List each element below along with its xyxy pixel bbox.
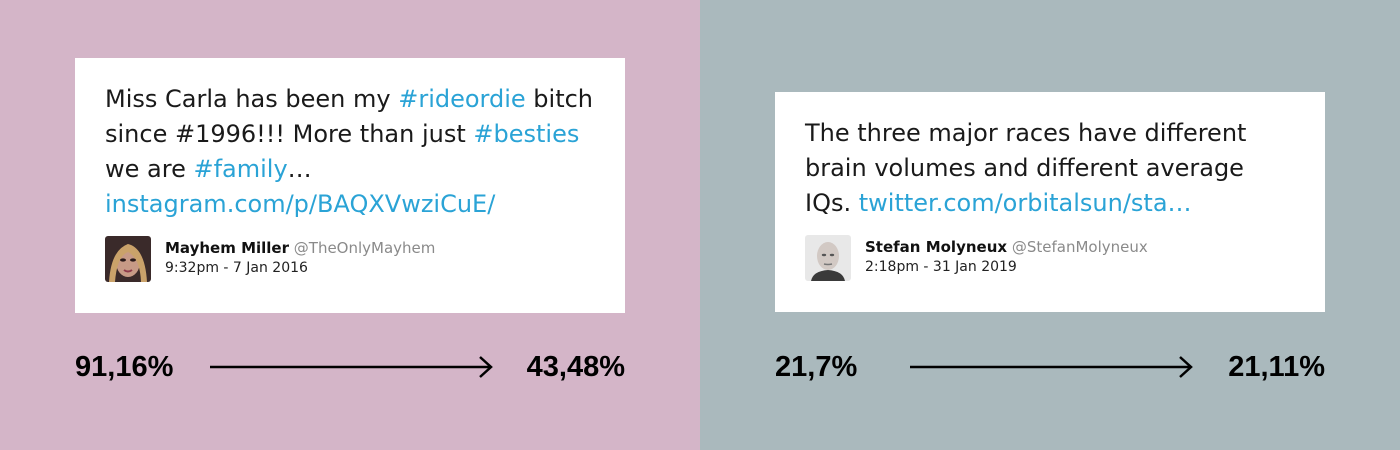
tweet-url-link[interactable]: twitter.com/orbitalsun/sta… (858, 189, 1192, 217)
tweet-text-part: … (287, 155, 312, 183)
author-handle[interactable]: @StefanMolyneux (1011, 238, 1148, 256)
tweet-timestamp[interactable]: 9:32pm - 7 Jan 2016 (165, 260, 308, 276)
tweet-text: Miss Carla has been my #rideordie bitch … (105, 82, 595, 222)
tweet-author: Mayhem Miller @TheOnlyMayhem 9:32pm - 7 … (105, 236, 435, 282)
author-line: Mayhem Miller @TheOnlyMayhem (165, 238, 435, 258)
author-handle[interactable]: @TheOnlyMayhem (293, 239, 436, 257)
tweet-author: Stefan Molyneux @StefanMolyneux 2:18pm -… (805, 235, 1148, 281)
tweet-url-link[interactable]: instagram.com/p/BAQXVwziCuE/ (105, 190, 496, 218)
hashtag-link[interactable]: #rideordie (398, 85, 526, 113)
stat-after: 21,11% (1228, 351, 1325, 383)
tweet-text: The three major races have different bra… (805, 116, 1295, 221)
avatar[interactable] (105, 236, 151, 282)
author-meta: Mayhem Miller @TheOnlyMayhem 9:32pm - 7 … (165, 236, 435, 278)
tweet-text-part: bitch since #1996!!! More than just (105, 85, 594, 148)
hashtag-link[interactable]: #besties (473, 120, 580, 148)
author-name[interactable]: Stefan Molyneux (865, 238, 1008, 256)
stat-before: 21,7% (775, 351, 858, 383)
stat-row: 91,16% 43,48% (75, 345, 625, 389)
avatar[interactable] (805, 235, 851, 281)
author-meta: Stefan Molyneux @StefanMolyneux 2:18pm -… (865, 235, 1148, 277)
right-panel: The three major races have different bra… (700, 0, 1400, 450)
arrow-right-icon (910, 356, 1193, 378)
hashtag-link[interactable]: #family (193, 155, 288, 183)
tweet-text-part: we are (105, 155, 194, 183)
stat-after: 43,48% (526, 351, 625, 383)
arrow-right-icon (210, 356, 493, 378)
avatar-image (105, 236, 151, 282)
author-name[interactable]: Mayhem Miller (165, 239, 289, 257)
author-line: Stefan Molyneux @StefanMolyneux (865, 237, 1148, 257)
left-panel: Miss Carla has been my #rideordie bitch … (0, 0, 700, 450)
tweet-card: Miss Carla has been my #rideordie bitch … (75, 58, 625, 313)
avatar-image (805, 235, 851, 281)
stat-before: 91,16% (75, 351, 174, 383)
tweet-timestamp[interactable]: 2:18pm - 31 Jan 2019 (865, 259, 1017, 275)
tweet-text-part: The three major races have different bra… (805, 119, 1247, 217)
tweet-card: The three major races have different bra… (775, 92, 1325, 312)
tweet-text-part: Miss Carla has been my (105, 85, 399, 113)
stat-row: 21,7% 21,11% (775, 345, 1325, 389)
